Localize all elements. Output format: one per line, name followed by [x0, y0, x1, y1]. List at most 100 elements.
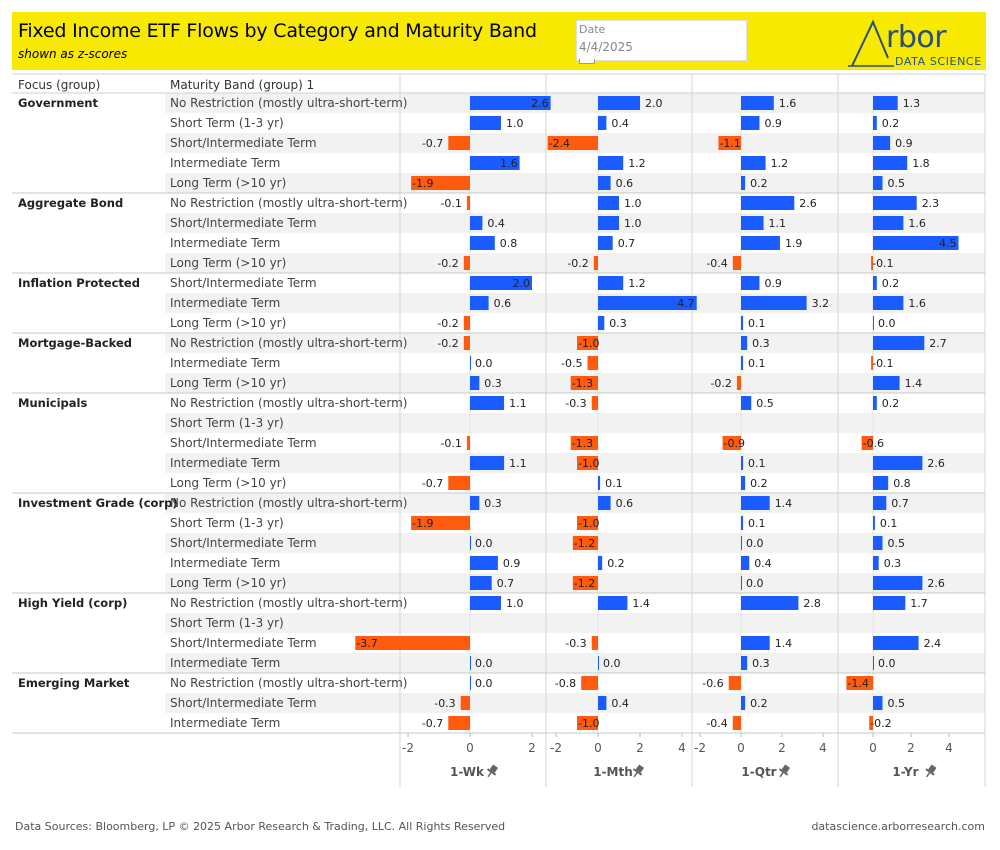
flow-bar[interactable]: [741, 656, 748, 670]
flow-bar[interactable]: [470, 236, 495, 250]
flow-bar[interactable]: [598, 176, 611, 190]
flow-bar[interactable]: [873, 276, 877, 290]
flow-bar[interactable]: [873, 96, 898, 110]
flow-bar[interactable]: [463, 256, 470, 270]
pin-icon[interactable]: [776, 763, 792, 779]
flow-bar[interactable]: [873, 556, 879, 570]
column-title-1-wk[interactable]: 1-Wk: [450, 765, 485, 779]
flow-bar[interactable]: [470, 376, 480, 390]
flow-bar[interactable]: [873, 236, 959, 250]
flow-bar[interactable]: [732, 716, 741, 730]
flow-bar[interactable]: [873, 696, 883, 710]
flow-bar[interactable]: [463, 316, 470, 330]
flow-bar[interactable]: [355, 636, 470, 650]
flow-bar[interactable]: [741, 636, 770, 650]
column-title-1-mth[interactable]: 1-Mth: [593, 765, 633, 779]
flow-bar[interactable]: [593, 256, 598, 270]
flow-bar[interactable]: [869, 716, 873, 730]
flow-bar[interactable]: [470, 396, 505, 410]
flow-bar[interactable]: [598, 696, 607, 710]
flow-bar[interactable]: [873, 496, 887, 510]
flow-bar[interactable]: [873, 576, 923, 590]
flow-bar[interactable]: [741, 396, 752, 410]
flow-bar[interactable]: [741, 476, 746, 490]
flow-bar[interactable]: [470, 276, 532, 290]
flow-bar[interactable]: [598, 96, 640, 110]
flow-bar[interactable]: [570, 376, 598, 390]
flow-bar[interactable]: [871, 256, 873, 270]
flow-bar[interactable]: [861, 436, 873, 450]
flow-bar[interactable]: [722, 436, 741, 450]
flow-bar[interactable]: [873, 196, 917, 210]
flow-bar[interactable]: [741, 196, 795, 210]
flow-bar[interactable]: [741, 356, 744, 370]
flow-bar[interactable]: [470, 116, 501, 130]
flow-bar[interactable]: [732, 256, 741, 270]
flow-bar[interactable]: [873, 476, 889, 490]
pin-icon[interactable]: [630, 763, 646, 779]
flow-bar[interactable]: [741, 516, 744, 530]
flow-bar[interactable]: [846, 676, 873, 690]
flow-bar[interactable]: [741, 576, 742, 590]
flow-bar[interactable]: [598, 476, 601, 490]
flow-bar[interactable]: [873, 316, 874, 330]
flow-bar[interactable]: [741, 496, 770, 510]
flow-bar[interactable]: [470, 576, 492, 590]
flow-bar[interactable]: [598, 316, 605, 330]
flow-bar[interactable]: [470, 296, 489, 310]
flow-bar[interactable]: [577, 716, 598, 730]
pin-icon[interactable]: [923, 763, 939, 779]
flow-bar[interactable]: [873, 396, 877, 410]
flow-bar[interactable]: [470, 156, 520, 170]
flow-bar[interactable]: [598, 596, 628, 610]
flow-bar[interactable]: [718, 136, 741, 150]
flow-bar[interactable]: [448, 136, 470, 150]
flow-bar[interactable]: [741, 276, 760, 290]
flow-bar[interactable]: [741, 696, 746, 710]
flow-bar[interactable]: [577, 516, 598, 530]
flow-bar[interactable]: [463, 336, 470, 350]
flow-bar[interactable]: [598, 216, 619, 230]
flow-bar[interactable]: [598, 496, 611, 510]
flow-bar[interactable]: [470, 356, 471, 370]
column-header-maturity[interactable]: Maturity Band (group) 1: [170, 78, 314, 92]
flow-bar[interactable]: [591, 636, 598, 650]
flow-bar[interactable]: [577, 336, 598, 350]
flow-bar[interactable]: [741, 556, 750, 570]
flow-bar[interactable]: [741, 336, 748, 350]
flow-bar[interactable]: [547, 136, 598, 150]
flow-bar[interactable]: [741, 316, 744, 330]
flow-bar[interactable]: [470, 536, 471, 550]
flow-bar[interactable]: [873, 656, 874, 670]
flow-bar[interactable]: [873, 176, 883, 190]
flow-bar[interactable]: [598, 656, 599, 670]
flow-bar[interactable]: [873, 456, 923, 470]
column-title-1-yr[interactable]: 1-Yr: [892, 765, 918, 779]
footer-site-link[interactable]: datascience.arborresearch.com: [811, 820, 985, 833]
flow-bar[interactable]: [741, 296, 807, 310]
flow-bar[interactable]: [741, 96, 774, 110]
flow-bar[interactable]: [873, 376, 900, 390]
flow-bar[interactable]: [741, 116, 760, 130]
flow-bar[interactable]: [873, 516, 875, 530]
flow-bar[interactable]: [470, 456, 505, 470]
flow-bar[interactable]: [741, 216, 764, 230]
flow-bar[interactable]: [572, 576, 598, 590]
pin-icon[interactable]: [484, 763, 500, 779]
flow-bar[interactable]: [598, 296, 697, 310]
flow-bar[interactable]: [871, 356, 873, 370]
flow-bar[interactable]: [598, 116, 607, 130]
flow-bar[interactable]: [741, 596, 799, 610]
flow-bar[interactable]: [587, 356, 599, 370]
flow-bar[interactable]: [728, 676, 741, 690]
flow-bar[interactable]: [873, 296, 904, 310]
flow-bar[interactable]: [873, 336, 925, 350]
flow-bar[interactable]: [448, 476, 470, 490]
flow-bar[interactable]: [741, 536, 742, 550]
date-filter-value[interactable]: 4/4/2025: [579, 40, 633, 54]
flow-bar[interactable]: [873, 536, 883, 550]
flow-bar[interactable]: [741, 456, 744, 470]
flow-bar[interactable]: [598, 156, 624, 170]
flow-bar[interactable]: [470, 656, 471, 670]
flow-bar[interactable]: [570, 436, 598, 450]
